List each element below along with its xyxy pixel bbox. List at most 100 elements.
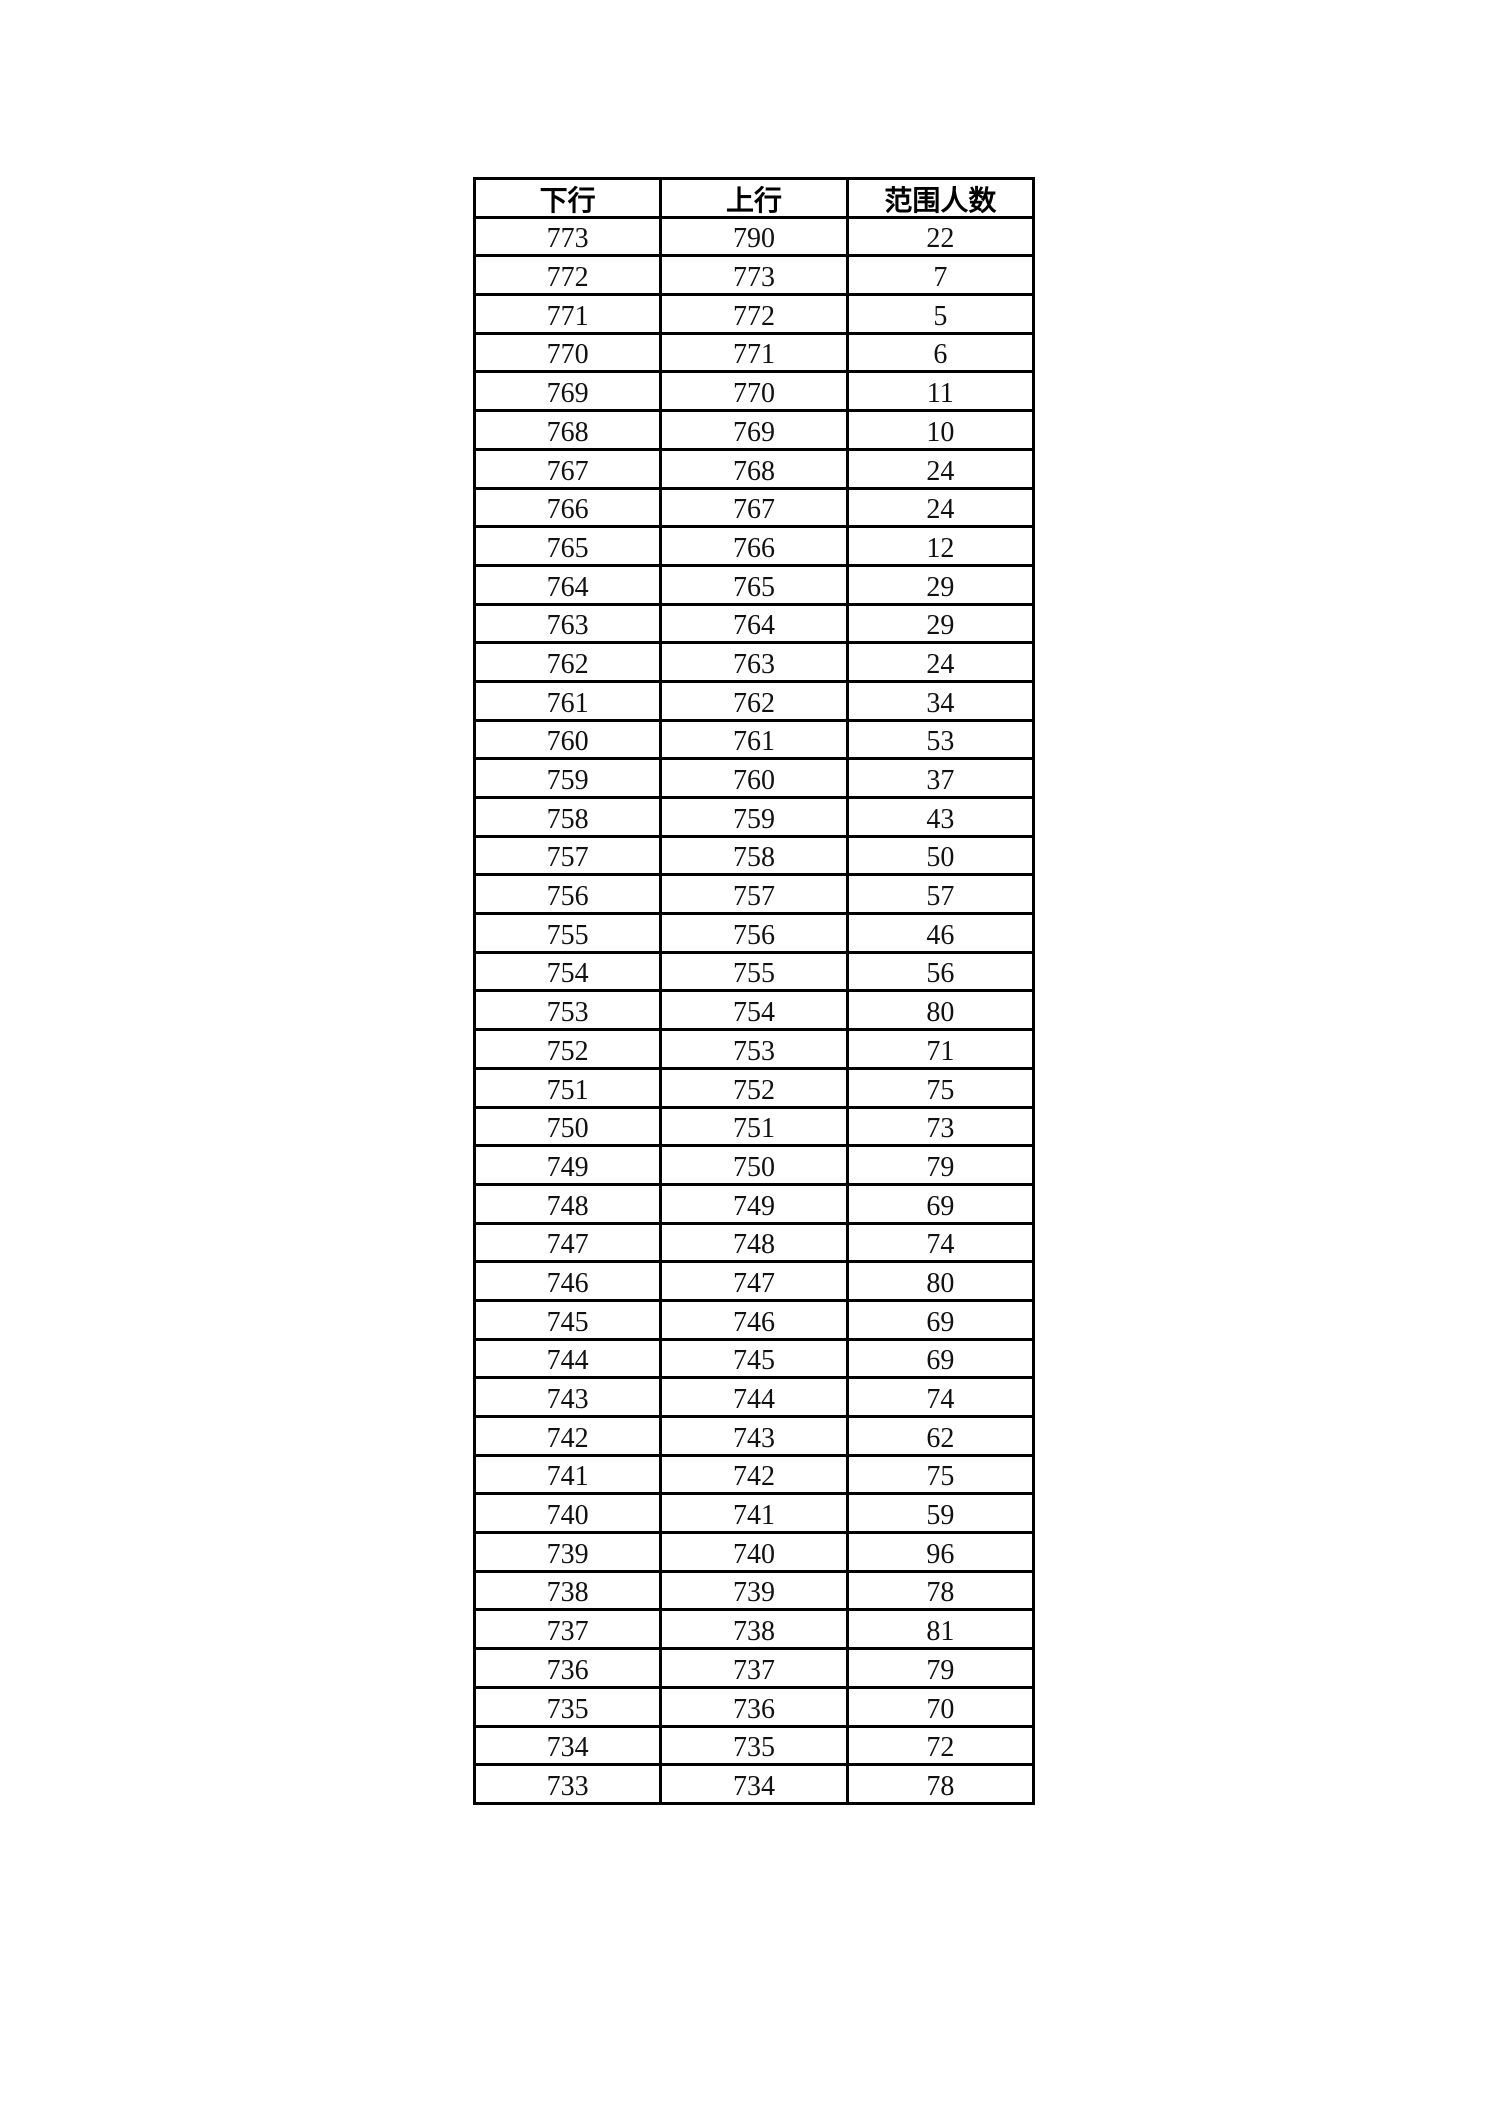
cell-count: 57 xyxy=(845,873,1036,916)
table-row: 758 759 43 xyxy=(472,796,1036,838)
cell-lower: 747 xyxy=(472,1221,663,1264)
cell-count: 78 xyxy=(845,1763,1036,1805)
cell-upper: 768 xyxy=(659,447,849,490)
cell-count: 37 xyxy=(845,757,1036,799)
cell-upper: 744 xyxy=(659,1376,849,1418)
cell-upper: 763 xyxy=(659,641,849,683)
table-row: 762 763 24 xyxy=(472,641,1036,683)
cell-count: 71 xyxy=(845,1028,1036,1070)
cell-upper: 735 xyxy=(659,1724,849,1767)
cell-count: 74 xyxy=(845,1221,1036,1264)
cell-count: 53 xyxy=(845,718,1036,761)
table-row: 741 742 75 xyxy=(472,1453,1036,1496)
table-row: 759 760 37 xyxy=(472,757,1036,799)
table-row: 735 736 70 xyxy=(472,1685,1036,1728)
cell-upper: 754 xyxy=(659,989,849,1032)
cell-upper: 765 xyxy=(659,563,849,606)
table-row: 756 757 57 xyxy=(472,873,1036,916)
cell-upper: 742 xyxy=(659,1453,849,1496)
table-row: 739 740 96 xyxy=(472,1531,1036,1573)
cell-lower: 766 xyxy=(472,486,663,529)
cell-count: 62 xyxy=(845,1415,1036,1457)
cell-upper: 745 xyxy=(659,1337,849,1380)
cell-lower: 734 xyxy=(472,1724,663,1767)
cell-count: 69 xyxy=(845,1182,1036,1225)
cell-count: 96 xyxy=(845,1531,1036,1573)
cell-count: 46 xyxy=(845,912,1036,954)
cell-count: 81 xyxy=(845,1608,1036,1651)
cell-upper: 762 xyxy=(659,679,849,722)
cell-lower: 762 xyxy=(472,641,663,683)
cell-lower: 773 xyxy=(472,215,663,258)
cell-upper: 772 xyxy=(659,293,849,335)
header-upper: 上行 xyxy=(659,177,849,219)
cell-lower: 741 xyxy=(472,1453,663,1496)
cell-upper: 752 xyxy=(659,1066,849,1109)
table-row: 769 770 11 xyxy=(472,370,1036,413)
table-row: 770 771 6 xyxy=(472,331,1036,374)
cell-count: 79 xyxy=(845,1647,1036,1689)
cell-lower: 746 xyxy=(472,1260,663,1302)
cell-count: 24 xyxy=(845,447,1036,490)
cell-upper: 743 xyxy=(659,1415,849,1457)
table-row: 773 790 22 xyxy=(472,215,1036,258)
cell-count: 22 xyxy=(845,215,1036,258)
header-count: 范围人数 xyxy=(845,177,1036,219)
table-row: 771 772 5 xyxy=(472,293,1036,335)
table-row: 760 761 53 xyxy=(472,718,1036,761)
table-row: 737 738 81 xyxy=(472,1608,1036,1651)
cell-lower: 756 xyxy=(472,873,663,916)
cell-upper: 753 xyxy=(659,1028,849,1070)
table-row: 765 766 12 xyxy=(472,525,1036,567)
cell-count: 24 xyxy=(845,641,1036,683)
cell-lower: 764 xyxy=(472,563,663,606)
cell-count: 29 xyxy=(845,602,1036,645)
table-row: 751 752 75 xyxy=(472,1066,1036,1109)
table-row: 757 758 50 xyxy=(472,834,1036,877)
cell-upper: 771 xyxy=(659,331,849,374)
table-row: 750 751 73 xyxy=(472,1105,1036,1148)
cell-lower: 768 xyxy=(472,409,663,451)
cell-lower: 733 xyxy=(472,1763,663,1805)
cell-upper: 761 xyxy=(659,718,849,761)
cell-count: 73 xyxy=(845,1105,1036,1148)
cell-count: 74 xyxy=(845,1376,1036,1418)
cell-upper: 767 xyxy=(659,486,849,529)
cell-count: 80 xyxy=(845,1260,1036,1302)
cell-lower: 737 xyxy=(472,1608,663,1651)
cell-upper: 770 xyxy=(659,370,849,413)
header-row: 下行 上行 范围人数 xyxy=(472,177,1036,219)
table-row: 745 746 69 xyxy=(472,1298,1036,1341)
table-row: 736 737 79 xyxy=(472,1647,1036,1689)
cell-lower: 753 xyxy=(472,989,663,1032)
cell-count: 78 xyxy=(845,1569,1036,1612)
cell-lower: 769 xyxy=(472,370,663,413)
table-row: 753 754 80 xyxy=(472,989,1036,1032)
cell-lower: 751 xyxy=(472,1066,663,1109)
cell-count: 80 xyxy=(845,989,1036,1032)
cell-lower: 767 xyxy=(472,447,663,490)
cell-upper: 750 xyxy=(659,1144,849,1186)
table-row: 766 767 24 xyxy=(472,486,1036,529)
cell-upper: 749 xyxy=(659,1182,849,1225)
cell-count: 75 xyxy=(845,1453,1036,1496)
cell-lower: 752 xyxy=(472,1028,663,1070)
cell-count: 50 xyxy=(845,834,1036,877)
cell-lower: 736 xyxy=(472,1647,663,1689)
cell-lower: 772 xyxy=(472,254,663,297)
header-lower: 下行 xyxy=(472,177,663,219)
cell-upper: 790 xyxy=(659,215,849,258)
cell-upper: 738 xyxy=(659,1608,849,1651)
table-row: 747 748 74 xyxy=(472,1221,1036,1264)
cell-lower: 750 xyxy=(472,1105,663,1148)
cell-count: 72 xyxy=(845,1724,1036,1767)
cell-lower: 743 xyxy=(472,1376,663,1418)
cell-upper: 756 xyxy=(659,912,849,954)
cell-lower: 771 xyxy=(472,293,663,335)
cell-count: 75 xyxy=(845,1066,1036,1109)
cell-lower: 759 xyxy=(472,757,663,799)
cell-count: 11 xyxy=(845,370,1036,413)
table-row: 733 734 78 xyxy=(472,1763,1036,1805)
cell-upper: 764 xyxy=(659,602,849,645)
cell-lower: 763 xyxy=(472,602,663,645)
